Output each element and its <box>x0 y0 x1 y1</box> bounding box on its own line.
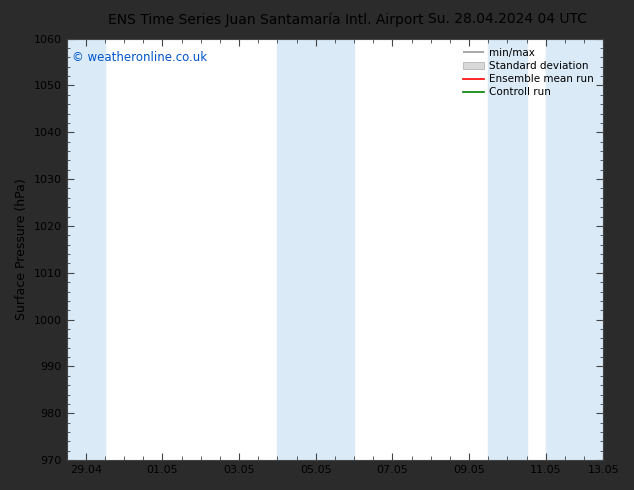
Bar <box>67 39 105 460</box>
Bar <box>546 39 603 460</box>
Y-axis label: Surface Pressure (hPa): Surface Pressure (hPa) <box>15 178 28 320</box>
Text: ENS Time Series Juan Santamaría Intl. Airport: ENS Time Series Juan Santamaría Intl. Ai… <box>108 12 424 27</box>
Bar <box>277 39 354 460</box>
Bar <box>488 39 526 460</box>
Text: © weatheronline.co.uk: © weatheronline.co.uk <box>72 51 207 64</box>
Text: Su. 28.04.2024 04 UTC: Su. 28.04.2024 04 UTC <box>428 12 586 26</box>
Legend: min/max, Standard deviation, Ensemble mean run, Controll run: min/max, Standard deviation, Ensemble me… <box>459 44 598 101</box>
